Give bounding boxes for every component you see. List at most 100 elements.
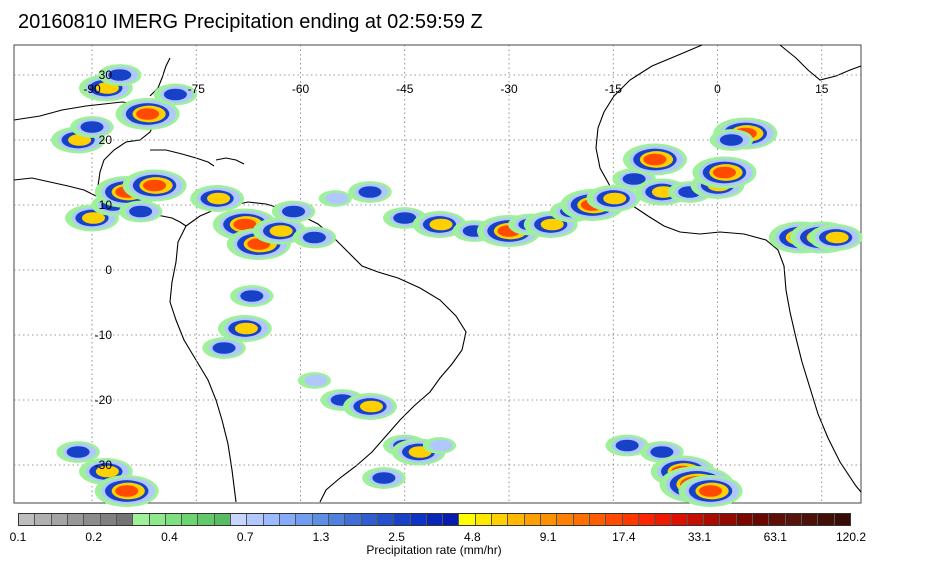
colorbar-swatch — [785, 514, 802, 525]
latitude-label: -30 — [95, 458, 113, 472]
colorbar-swatch — [834, 514, 850, 525]
colorbar-swatch — [410, 514, 427, 525]
colorbar-swatch — [492, 514, 509, 525]
precip-cell — [393, 212, 417, 224]
colorbar-swatch — [818, 514, 835, 525]
precip-cell — [269, 225, 293, 237]
colorbar-swatch — [394, 514, 411, 525]
precip-cell — [603, 192, 627, 205]
hispaniola-coast — [215, 157, 245, 165]
colorbar-tick-label: 0.1 — [9, 530, 27, 544]
colorbar-swatch — [149, 514, 166, 525]
colorbar-swatch — [280, 514, 297, 525]
latitude-label: -20 — [95, 393, 113, 407]
colorbar-swatch — [508, 514, 525, 525]
precip-cell — [615, 439, 639, 452]
colorbar-swatch — [769, 514, 786, 525]
colorbar-swatch — [638, 514, 656, 525]
precip-cell — [302, 231, 326, 244]
latitude-label: 10 — [99, 198, 113, 212]
precip-cell — [136, 108, 160, 120]
coastlines — [13, 44, 862, 503]
precip-cell — [66, 446, 90, 458]
graticule — [14, 45, 861, 503]
precip-cell — [212, 342, 236, 354]
longitude-label: -30 — [500, 82, 518, 96]
precip-cell — [825, 231, 849, 244]
colorbar-swatch — [35, 514, 52, 525]
south-america-coast — [185, 201, 467, 503]
precip-cell — [282, 205, 306, 218]
colorbar-swatch — [443, 514, 460, 525]
page-title: 20160810 IMERG Precipitation ending at 0… — [18, 11, 483, 33]
precip-cell — [143, 179, 167, 192]
colorbar-swatch — [606, 514, 623, 525]
latitude-labels: 30 20 10 0 -10 -20 -30 — [95, 68, 113, 472]
colorbar-swatch — [589, 514, 607, 525]
colorbar-tick-label: 0.2 — [85, 530, 103, 544]
colorbar-swatch — [19, 514, 36, 525]
precip-cell — [95, 465, 119, 478]
precip-cell — [719, 134, 743, 146]
colorbar-swatch — [753, 514, 770, 525]
colorbar-swatch — [51, 514, 68, 525]
precip-cell — [622, 173, 646, 185]
colorbar-swatch — [459, 514, 476, 525]
precip-cell — [81, 212, 106, 224]
colorbar-swatch — [214, 514, 232, 525]
colorbar-swatch — [475, 514, 493, 525]
colorbar-swatch — [720, 514, 737, 525]
colorbar-swatch — [557, 514, 574, 525]
colorbar-swatch — [361, 514, 378, 525]
colorbar-swatch — [524, 514, 541, 525]
colorbar-tick-label: 2.5 — [388, 530, 405, 544]
colorbar-tick-label: 4.8 — [464, 530, 481, 544]
colorbar-swatch — [328, 514, 346, 525]
precip-cell — [207, 192, 231, 205]
precip-cell — [108, 69, 132, 81]
colorbar-swatch — [802, 514, 819, 525]
colorbar-swatch — [133, 514, 150, 525]
longitude-label: -90 — [83, 82, 101, 96]
colorbar-swatch — [377, 514, 395, 525]
colorbar-swatch — [247, 514, 264, 525]
colorbar-swatch — [704, 514, 721, 525]
precipitation-layer — [51, 64, 863, 507]
europe-coast — [779, 44, 862, 81]
colorbar-tick-label: 63.1 — [763, 530, 787, 544]
colorbar-swatch — [655, 514, 672, 525]
precip-cell — [643, 153, 667, 166]
colorbar-tick-label: 1.3 — [312, 530, 330, 544]
precipitation-map: -90 -75 -60 -45 -30 -15 0 15 30 20 10 0 -10 -20 -30 — [13, 44, 863, 507]
colorbar-swatch — [573, 514, 590, 525]
colorbar-swatch — [312, 514, 329, 525]
colorbar-tick-label: 120.2 — [835, 530, 867, 544]
latitude-label: 0 — [105, 263, 112, 277]
longitude-label: 15 — [815, 82, 829, 96]
colorbar-swatch — [296, 514, 313, 525]
colorbar-swatch — [345, 514, 362, 525]
colorbar-swatch — [622, 514, 639, 525]
colorbar-swatch — [84, 514, 101, 525]
precip-cell — [115, 485, 139, 497]
colorbar-tick-label: 9.1 — [539, 530, 557, 544]
precip-cell — [429, 218, 453, 231]
latitude-label: -10 — [95, 328, 113, 342]
africa-coast — [595, 44, 862, 493]
precip-cell — [712, 166, 736, 179]
colorbar-title: Precipitation rate (mm/hr) — [366, 543, 502, 557]
colorbar-tick-label: 0.4 — [161, 530, 178, 544]
colorbar-swatch — [687, 514, 705, 525]
colorbar-swatch — [231, 514, 248, 525]
precip-cell — [372, 472, 396, 484]
precip-cell — [304, 374, 328, 387]
precip-cell — [163, 88, 187, 101]
precip-cell — [233, 218, 257, 231]
longitude-label: -75 — [188, 82, 206, 96]
precip-cell — [80, 121, 104, 133]
colorbar-swatch — [736, 514, 754, 525]
precip-cell — [650, 446, 674, 458]
south-america-west-coast — [169, 225, 237, 503]
colorbar-swatch — [426, 514, 444, 525]
latitude-label: 20 — [99, 133, 113, 147]
